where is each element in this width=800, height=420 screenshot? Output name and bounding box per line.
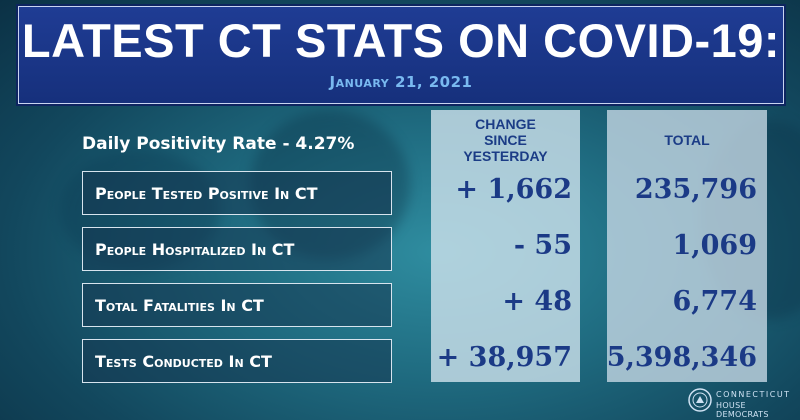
logo-text: HOUSE DEMOCRATS <box>716 401 769 419</box>
total-value-hospitalized: 1,069 <box>672 230 757 261</box>
total-value-tested-positive: 235,796 <box>634 174 757 205</box>
logo-text: CONNECTICUT <box>716 390 791 399</box>
page-title: LATEST CT STATS ON COVID-19: <box>21 14 781 67</box>
total-value-tests-conducted: 5,398,346 <box>606 342 757 373</box>
title-banner: LATEST CT STATS ON COVID-19: January 21,… <box>18 6 784 104</box>
change-value-tested-positive: + 1,662 <box>455 174 572 205</box>
total-value-fatalities: 6,774 <box>672 286 757 317</box>
change-value-tests-conducted: + 38,957 <box>436 342 572 373</box>
change-value-hospitalized: - 55 <box>513 230 572 261</box>
report-date: January 21, 2021 <box>329 73 473 91</box>
change-header-line: YESTERDAY <box>463 148 548 164</box>
state-seal-icon <box>688 388 712 412</box>
change-header-line: CHANGE <box>475 116 536 132</box>
change-column: CHANGE SINCE YESTERDAY + 1,662 - 55 + 48… <box>431 110 580 382</box>
stat-label-fatalities: Total Fatalities In CT <box>82 283 392 327</box>
change-value-fatalities: + 48 <box>502 286 572 317</box>
logo: CONNECTICUT HOUSE DEMOCRATS <box>688 386 798 419</box>
total-column-header: TOTAL <box>664 132 710 148</box>
stat-label-hospitalized: People Hospitalized In CT <box>82 227 392 271</box>
stat-label-tested-positive: People Tested Positive In CT <box>82 171 392 215</box>
total-column: TOTAL 235,796 1,069 6,774 5,398,346 <box>607 110 767 382</box>
change-column-header: CHANGE SINCE YESTERDAY <box>431 116 580 164</box>
stat-label-tests-conducted: Tests Conducted In CT <box>82 339 392 383</box>
change-header-line: SINCE <box>484 132 527 148</box>
positivity-rate: Daily Positivity Rate - 4.27% <box>82 134 355 154</box>
